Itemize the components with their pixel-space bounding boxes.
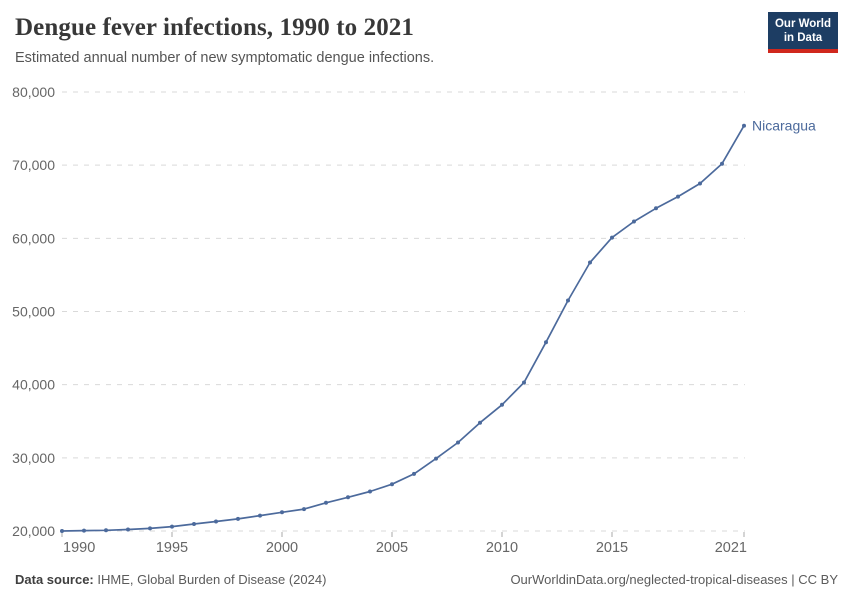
data-point[interactable] (632, 219, 636, 224)
data-point[interactable] (324, 500, 328, 505)
data-point[interactable] (126, 527, 130, 532)
data-point[interactable] (280, 510, 284, 515)
page-title: Dengue fever infections, 1990 to 2021 (15, 14, 415, 41)
data-point[interactable] (522, 380, 526, 385)
data-point[interactable] (60, 529, 64, 533)
data-source-text: IHME, Global Burden of Disease (2024) (93, 572, 327, 587)
x-tick-label: 2000 (266, 540, 298, 556)
data-point[interactable] (148, 526, 152, 531)
x-tick-label: 1990 (63, 540, 95, 556)
owid-logo-line2: in Data (783, 32, 823, 44)
y-tick-label: 70,000 (12, 157, 55, 173)
chart-header: Dengue fever infections, 1990 to 2021 Es… (15, 14, 750, 66)
data-point[interactable] (346, 495, 350, 500)
data-source: Data source: IHME, Global Burden of Dise… (15, 572, 326, 587)
chart-subtitle: Estimated annual number of new symptomat… (15, 50, 435, 66)
x-tick-label: 2010 (486, 540, 518, 556)
data-point[interactable] (236, 516, 240, 521)
data-point[interactable] (258, 513, 262, 518)
y-tick-label: 40,000 (12, 377, 55, 393)
series-line-nicaragua[interactable] (61, 124, 745, 532)
data-point[interactable] (192, 522, 196, 526)
y-tick-label: 30,000 (12, 450, 55, 466)
x-tick-label: 2015 (596, 540, 628, 556)
data-source-label: Data source: (15, 572, 94, 587)
y-tick-label: 20,000 (12, 523, 55, 539)
footer: Data source: IHME, Global Burden of Dise… (15, 572, 838, 587)
data-point[interactable] (390, 482, 394, 487)
data-point[interactable] (456, 440, 460, 445)
x-tick-label: 1995 (156, 540, 188, 556)
data-point[interactable] (302, 507, 306, 512)
y-tick-label: 50,000 (12, 304, 55, 320)
data-point[interactable] (434, 456, 438, 461)
data-point[interactable] (82, 528, 86, 533)
owid-logo-line1: Our World (774, 18, 831, 30)
data-point[interactable] (566, 298, 570, 303)
data-point[interactable] (214, 519, 218, 524)
data-point[interactable] (588, 260, 592, 265)
x-tick-label: 2021 (715, 540, 747, 556)
data-point[interactable] (368, 489, 372, 494)
data-point[interactable] (500, 402, 504, 407)
data-point[interactable] (698, 181, 702, 186)
y-tick-label: 60,000 (12, 230, 55, 246)
data-point[interactable] (654, 206, 658, 211)
data-point[interactable] (742, 123, 746, 128)
y-tick-label: 80,000 (12, 84, 55, 100)
owid-logo[interactable]: Our World in Data (768, 12, 838, 53)
data-point[interactable] (170, 524, 174, 529)
data-point[interactable] (104, 528, 108, 533)
data-point[interactable] (544, 340, 548, 345)
data-point[interactable] (412, 471, 416, 476)
data-point[interactable] (676, 194, 680, 199)
footer-link[interactable]: OurWorldinData.org/neglected-tropical-di… (510, 572, 838, 587)
data-point[interactable] (720, 161, 724, 166)
series-label-nicaragua[interactable]: Nicaragua (752, 118, 816, 134)
data-point[interactable] (478, 420, 482, 425)
data-point[interactable] (610, 235, 614, 240)
x-tick-label: 2005 (376, 540, 408, 556)
